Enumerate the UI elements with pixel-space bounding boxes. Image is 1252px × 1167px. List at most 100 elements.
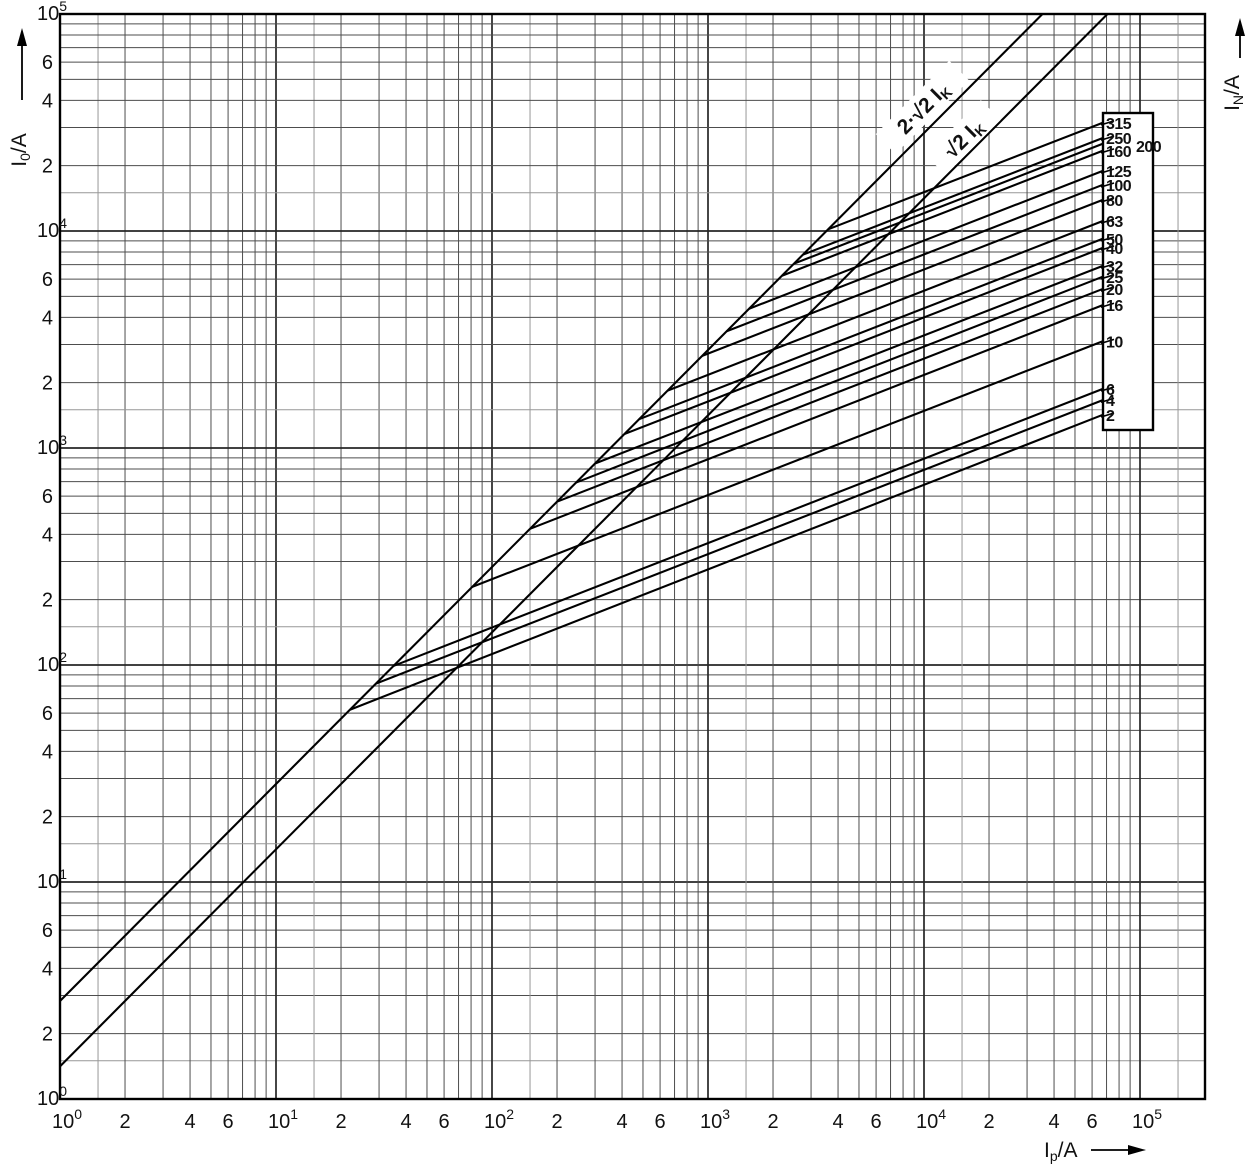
plot-frame — [58, 12, 1207, 1101]
x-tick-label: 100 — [52, 1106, 82, 1133]
y-tick-label: 4 — [42, 958, 53, 980]
tick-labels: 100 2 4 6 101 2 4 6 102 2 4 6 103 2 4 6 104 2 4 6 1051002461… — [37, 0, 1162, 1133]
x-tick-label: 4 — [832, 1111, 843, 1133]
curve-IN-100 — [726, 183, 1103, 333]
x-tick-label: 105 — [1132, 1106, 1162, 1133]
rating-label-100: 100 — [1106, 178, 1132, 195]
x-tick-label: 6 — [1087, 1111, 1098, 1133]
curve-IN-250 — [802, 137, 1103, 256]
x-tick-label: 6 — [871, 1111, 882, 1133]
curve-IN-80 — [701, 198, 1103, 357]
y-tick-label: 6 — [42, 486, 53, 508]
curve-IN-2 — [349, 413, 1103, 711]
label-patch — [925, 100, 1001, 176]
rating-leader — [1100, 218, 1115, 224]
rating-leader — [1100, 386, 1115, 392]
y-tick-label: 6 — [42, 52, 53, 74]
rating-label-16: 16 — [1106, 298, 1123, 315]
x-tick-label: 2 — [551, 1111, 562, 1133]
rating-leader — [1100, 274, 1115, 280]
x-tick-label: 103 — [700, 1106, 730, 1133]
x-tick-label: 102 — [484, 1106, 514, 1133]
rating-label-40: 40 — [1106, 241, 1123, 258]
rating-label-63: 63 — [1106, 214, 1123, 231]
rating-leader — [1100, 412, 1115, 418]
x-tick-label: 6 — [655, 1111, 666, 1133]
curve-IN-6 — [393, 388, 1103, 667]
axis-titles: I0/A IN/A Ip/A — [8, 18, 1246, 1164]
y-axis-title: I0/A — [8, 133, 33, 166]
rating-leader — [1100, 236, 1115, 242]
x-tick-label: 104 — [916, 1106, 946, 1133]
curve-IN-50 — [638, 237, 1103, 421]
rating-leader — [1100, 168, 1115, 174]
curve-IN-125 — [748, 170, 1103, 310]
curve-IN-25 — [575, 275, 1103, 484]
x-tick-label: 6 — [223, 1111, 234, 1133]
rating-leader — [1100, 286, 1115, 292]
rating-leader — [1100, 245, 1115, 251]
x-tick-label: 2 — [335, 1111, 346, 1133]
refline-symmetrical-peak — [60, 14, 1109, 1068]
curve-IN-63 — [667, 220, 1103, 392]
refline-label-symmetrical-peak: √2 IK — [925, 100, 1001, 176]
curve-IN-16 — [529, 304, 1103, 530]
curve-IN-32 — [594, 264, 1103, 465]
rating-label-160: 160 — [1106, 144, 1132, 161]
y-axis-arrowhead — [17, 28, 27, 46]
rating-legend-box — [1101, 111, 1155, 432]
curve-IN-160 — [781, 149, 1103, 277]
x-tick-label: 4 — [616, 1111, 627, 1133]
rating-label-315: 315 — [1106, 116, 1132, 133]
y-tick-label: 2 — [42, 156, 53, 178]
right-axis-title: IN/A — [1221, 75, 1246, 111]
y-tick-label: 4 — [42, 307, 53, 329]
y-tick-label: 104 — [37, 215, 67, 242]
x-tick-label: 2 — [983, 1111, 994, 1133]
rating-leader — [1100, 397, 1115, 404]
right-axis-arrowhead — [1235, 18, 1245, 36]
rating-label-4: 4 — [1106, 393, 1115, 410]
y-tick-label: 6 — [42, 703, 53, 725]
rating-leader — [1100, 135, 1115, 141]
curves — [60, 14, 1109, 1068]
y-tick-label: 2 — [42, 807, 53, 829]
rating-label-6: 6 — [1106, 382, 1115, 399]
y-tick-label: 4 — [42, 90, 53, 112]
rating-label-2: 2 — [1106, 408, 1115, 425]
y-tick-label: 100 — [37, 1083, 67, 1110]
y-tick-label: 6 — [42, 920, 53, 942]
y-tick-label: 103 — [37, 432, 67, 459]
rating-leader — [1100, 302, 1115, 308]
curve-IN-20 — [556, 288, 1103, 503]
x-tick-label: 4 — [1048, 1111, 1059, 1133]
rating-label-32: 32 — [1106, 259, 1123, 276]
x-tick-label: 4 — [400, 1111, 411, 1133]
rating-label-20: 20 — [1106, 282, 1123, 299]
frame — [58, 12, 1207, 1101]
rating-label-80: 80 — [1106, 193, 1123, 210]
curve-IN-315 — [827, 121, 1103, 231]
y-tick-label: 4 — [42, 741, 53, 763]
curve-IN-10 — [471, 340, 1103, 588]
rating-label-50: 50 — [1106, 232, 1123, 249]
rating-leader — [1100, 120, 1115, 126]
rating-label-250: 250 — [1106, 131, 1132, 148]
x-tick-label: 2 — [119, 1111, 130, 1133]
rating-leader — [1100, 197, 1115, 203]
y-tick-label: 4 — [42, 524, 53, 546]
x-tick-label: 101 — [268, 1106, 298, 1133]
rating-label-25: 25 — [1106, 270, 1123, 287]
y-tick-label: 2 — [42, 590, 53, 612]
x-tick-label: 6 — [439, 1111, 450, 1133]
label-patch — [875, 60, 970, 154]
curve-IN-4 — [375, 399, 1103, 685]
x-axis-title: Ip/A — [1044, 1139, 1077, 1164]
curve-IN-200 — [793, 142, 1103, 265]
rating-leader — [1100, 182, 1115, 188]
y-tick-label: 101 — [37, 866, 67, 893]
rating-leader — [1100, 263, 1115, 269]
